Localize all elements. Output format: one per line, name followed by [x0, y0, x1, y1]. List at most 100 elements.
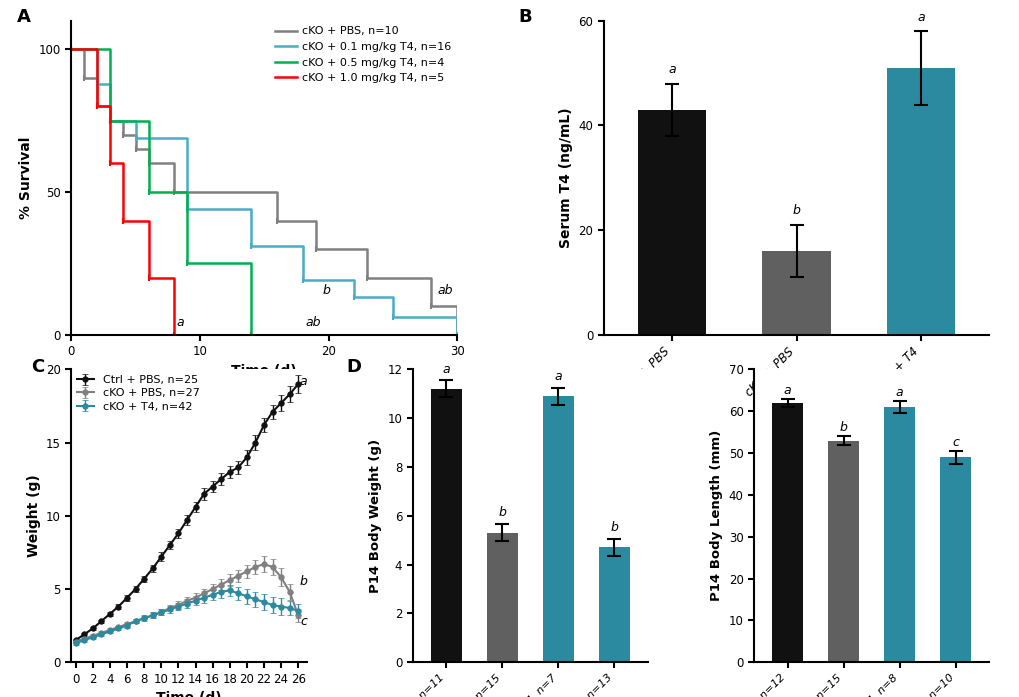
Text: b: b	[322, 284, 330, 298]
cKO + 1.0 mg/kg T4, n=5	[399, 330, 412, 339]
cKO + 0.1 mg/kg T4, n=16	[232, 205, 245, 213]
cKO + PBS, n=10	[374, 273, 386, 282]
Bar	[430, 389, 462, 662]
cKO + 1.0 mg/kg T4, n=5	[219, 330, 231, 339]
Text: C: C	[32, 358, 45, 376]
cKO + 0.5 mg/kg T4, n=4	[194, 259, 206, 268]
cKO + 0.5 mg/kg T4, n=4	[91, 45, 103, 54]
cKO + 1.0 mg/kg T4, n=5	[91, 102, 103, 111]
cKO + 1.0 mg/kg T4, n=5	[65, 45, 77, 54]
cKO + 0.5 mg/kg T4, n=4	[245, 330, 257, 339]
cKO + 1.0 mg/kg T4, n=5	[271, 330, 283, 339]
Text: c: c	[300, 615, 307, 628]
cKO + 0.5 mg/kg T4, n=4	[412, 330, 424, 339]
cKO + PBS, n=10	[258, 187, 270, 196]
Bar	[883, 407, 914, 662]
X-axis label: Time (d): Time (d)	[156, 691, 222, 697]
cKO + PBS, n=10	[180, 187, 193, 196]
cKO + 0.5 mg/kg T4, n=4	[297, 330, 309, 339]
cKO + 0.1 mg/kg T4, n=16	[143, 134, 155, 142]
cKO + 0.5 mg/kg T4, n=4	[78, 45, 91, 54]
cKO + 0.5 mg/kg T4, n=4	[104, 116, 116, 125]
Text: ab: ab	[305, 316, 321, 329]
cKO + PBS, n=10	[78, 74, 91, 82]
cKO + 0.5 mg/kg T4, n=4	[361, 330, 373, 339]
cKO + 0.1 mg/kg T4, n=16	[335, 276, 347, 284]
cKO + PBS, n=10	[143, 160, 155, 168]
Y-axis label: Serum T4 (ng/mL): Serum T4 (ng/mL)	[558, 107, 573, 248]
cKO + 0.5 mg/kg T4, n=4	[143, 187, 155, 196]
cKO + PBS, n=10	[283, 216, 296, 224]
cKO + 0.1 mg/kg T4, n=16	[116, 116, 128, 125]
Text: D: D	[346, 358, 362, 376]
Text: a: a	[916, 10, 924, 24]
cKO + PBS, n=10	[297, 216, 309, 224]
cKO + 1.0 mg/kg T4, n=5	[245, 330, 257, 339]
cKO + 1.0 mg/kg T4, n=5	[297, 330, 309, 339]
Bar	[542, 396, 574, 662]
cKO + PBS, n=10	[271, 216, 283, 224]
cKO + 1.0 mg/kg T4, n=5	[450, 330, 463, 339]
cKO + 0.1 mg/kg T4, n=16	[258, 242, 270, 250]
cKO + 0.1 mg/kg T4, n=16	[438, 313, 450, 321]
cKO + PBS, n=10	[65, 45, 77, 54]
cKO + PBS, n=10	[386, 273, 398, 282]
cKO + 1.0 mg/kg T4, n=5	[361, 330, 373, 339]
Bar	[940, 457, 970, 662]
Line: cKO + PBS, n=10: cKO + PBS, n=10	[71, 49, 457, 335]
Bar	[771, 403, 802, 662]
X-axis label: Time (d): Time (d)	[231, 364, 297, 378]
cKO + 1.0 mg/kg T4, n=5	[232, 330, 245, 339]
Text: a: a	[554, 370, 561, 383]
Text: b: b	[839, 421, 847, 434]
cKO + PBS, n=10	[322, 245, 334, 253]
Text: B: B	[519, 8, 532, 26]
cKO + PBS, n=10	[91, 102, 103, 111]
cKO + 1.0 mg/kg T4, n=5	[425, 330, 437, 339]
Bar	[761, 251, 829, 335]
cKO + PBS, n=10	[194, 187, 206, 196]
cKO + 0.1 mg/kg T4, n=16	[155, 134, 167, 142]
cKO + 0.1 mg/kg T4, n=16	[65, 45, 77, 54]
cKO + 0.5 mg/kg T4, n=4	[168, 187, 180, 196]
cKO + 0.5 mg/kg T4, n=4	[399, 330, 412, 339]
cKO + 0.5 mg/kg T4, n=4	[65, 45, 77, 54]
cKO + 0.5 mg/kg T4, n=4	[207, 259, 219, 268]
cKO + 0.1 mg/kg T4, n=16	[104, 116, 116, 125]
cKO + 0.5 mg/kg T4, n=4	[450, 330, 463, 339]
cKO + 0.1 mg/kg T4, n=16	[361, 293, 373, 302]
cKO + 1.0 mg/kg T4, n=5	[78, 45, 91, 54]
cKO + 1.0 mg/kg T4, n=5	[374, 330, 386, 339]
Bar	[827, 441, 858, 662]
Bar	[637, 109, 705, 335]
Line: cKO + 0.1 mg/kg T4, n=16: cKO + 0.1 mg/kg T4, n=16	[71, 49, 457, 335]
cKO + 0.5 mg/kg T4, n=4	[309, 330, 321, 339]
cKO + 1.0 mg/kg T4, n=5	[194, 330, 206, 339]
Text: a: a	[442, 362, 449, 376]
cKO + PBS, n=10	[155, 160, 167, 168]
cKO + PBS, n=10	[232, 187, 245, 196]
Text: b: b	[792, 204, 800, 217]
Legend: cKO + PBS, n=10, cKO + 0.1 mg/kg T4, n=16, cKO + 0.5 mg/kg T4, n=4, cKO + 1.0 mg: cKO + PBS, n=10, cKO + 0.1 mg/kg T4, n=1…	[274, 26, 451, 83]
cKO + 1.0 mg/kg T4, n=5	[129, 216, 142, 224]
cKO + 0.5 mg/kg T4, n=4	[258, 330, 270, 339]
cKO + 0.5 mg/kg T4, n=4	[347, 330, 360, 339]
cKO + 0.5 mg/kg T4, n=4	[335, 330, 347, 339]
cKO + PBS, n=10	[450, 330, 463, 339]
cKO + 0.5 mg/kg T4, n=4	[116, 116, 128, 125]
cKO + 0.1 mg/kg T4, n=16	[194, 205, 206, 213]
cKO + 1.0 mg/kg T4, n=5	[258, 330, 270, 339]
cKO + 1.0 mg/kg T4, n=5	[116, 216, 128, 224]
cKO + PBS, n=10	[438, 302, 450, 310]
cKO + PBS, n=10	[168, 187, 180, 196]
Y-axis label: P14 Body Length (mm): P14 Body Length (mm)	[709, 430, 722, 602]
cKO + 0.1 mg/kg T4, n=16	[129, 134, 142, 142]
cKO + 0.1 mg/kg T4, n=16	[309, 276, 321, 284]
cKO + 0.1 mg/kg T4, n=16	[219, 205, 231, 213]
Y-axis label: P14 Body Weight (g): P14 Body Weight (g)	[369, 438, 381, 593]
cKO + 1.0 mg/kg T4, n=5	[168, 330, 180, 339]
cKO + 0.5 mg/kg T4, n=4	[425, 330, 437, 339]
Text: c: c	[952, 436, 958, 449]
cKO + 1.0 mg/kg T4, n=5	[347, 330, 360, 339]
Bar	[486, 533, 518, 662]
